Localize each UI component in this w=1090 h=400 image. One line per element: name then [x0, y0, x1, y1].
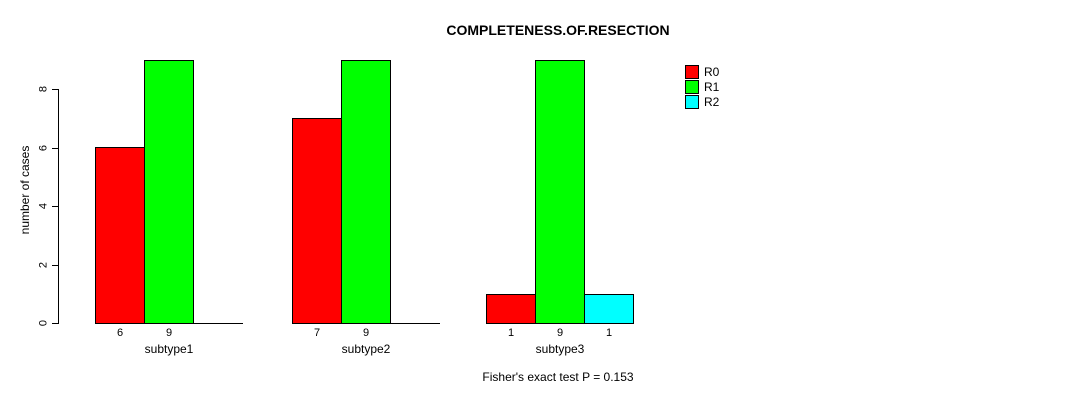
bar-value-label: 9 — [165, 327, 173, 339]
y-tick — [52, 148, 58, 149]
legend-label-r2: R2 — [704, 95, 720, 109]
legend-label-r1: R1 — [704, 80, 720, 94]
y-tick — [52, 265, 58, 266]
bar-value-label: 9 — [362, 327, 370, 339]
y-tick-label: 6 — [37, 144, 50, 152]
category-label-subtype1: subtype1 — [144, 342, 194, 356]
bar-value-label: 9 — [556, 327, 564, 339]
bar-r0-subtype2 — [292, 118, 342, 324]
bar-r1-subtype1 — [144, 60, 194, 324]
bar-r2-subtype3 — [584, 294, 634, 324]
legend-swatch-r2 — [685, 95, 699, 109]
category-label-subtype3: subtype3 — [535, 342, 585, 356]
y-tick — [52, 206, 58, 207]
bar-value-label: 6 — [116, 327, 124, 339]
bar-r0-subtype3 — [486, 294, 536, 324]
legend-swatch-r0 — [685, 65, 699, 79]
legend-label-r0: R0 — [704, 65, 720, 79]
bar-value-label: 7 — [313, 327, 321, 339]
bar-value-label: 1 — [507, 327, 515, 339]
bar-r1-subtype3 — [535, 60, 585, 324]
y-axis-label: number of cases — [18, 145, 32, 235]
category-label-subtype2: subtype2 — [341, 342, 391, 356]
y-axis-line — [58, 89, 59, 324]
annotation-caption: Fisher's exact test P = 0.153 — [482, 370, 634, 384]
y-tick-label: 8 — [37, 85, 50, 93]
bar-r1-subtype2 — [341, 60, 391, 324]
y-tick-label: 0 — [37, 319, 50, 327]
y-tick-label: 4 — [37, 202, 50, 210]
y-tick-label: 2 — [37, 261, 50, 269]
legend-swatch-r1 — [685, 80, 699, 94]
y-tick — [52, 323, 58, 324]
y-tick — [52, 89, 58, 90]
bar-value-label: 1 — [605, 327, 613, 339]
chart-title: COMPLETENESS.OF.RESECTION — [446, 22, 670, 38]
bar-r0-subtype1 — [95, 147, 145, 324]
